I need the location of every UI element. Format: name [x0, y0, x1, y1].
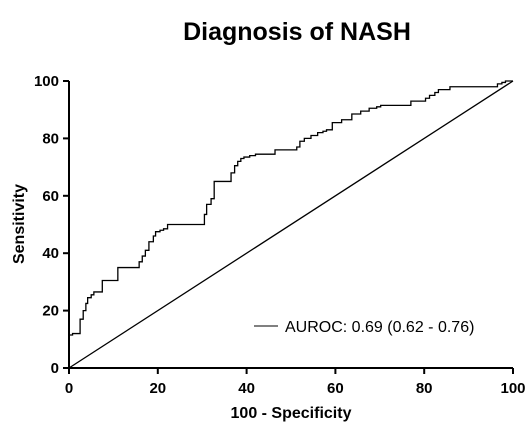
x-tick-label: 60 [327, 380, 344, 397]
x-tick-label: 20 [149, 380, 166, 397]
x-tick-label: 40 [238, 380, 255, 397]
x-tick-label: 80 [416, 380, 433, 397]
y-tick-label: 100 [34, 73, 59, 90]
x-tick-label: 100 [500, 380, 525, 397]
y-tick-label: 40 [42, 245, 59, 262]
x-axis-title: 100 - Specificity [231, 405, 352, 422]
y-axis: 0 20 40 60 80 100 [34, 73, 69, 377]
x-tick-label: 0 [65, 380, 73, 397]
legend-label: AUROC: 0.69 (0.62 - 0.76) [285, 319, 474, 336]
reference-diagonal-line [68, 80, 514, 369]
legend: AUROC: 0.69 (0.62 - 0.76) [254, 319, 474, 336]
y-tick-label: 20 [42, 303, 59, 320]
y-axis-title: Sensitivity [11, 184, 28, 264]
chart-title: Diagnosis of NASH [183, 18, 411, 46]
roc-curve [68, 80, 513, 368]
y-tick-label: 60 [42, 188, 59, 205]
y-tick-label: 80 [42, 130, 59, 147]
y-tick-label: 0 [51, 360, 59, 377]
plot-area [68, 80, 514, 369]
x-axis: 0 20 40 60 80 100 [65, 368, 526, 397]
